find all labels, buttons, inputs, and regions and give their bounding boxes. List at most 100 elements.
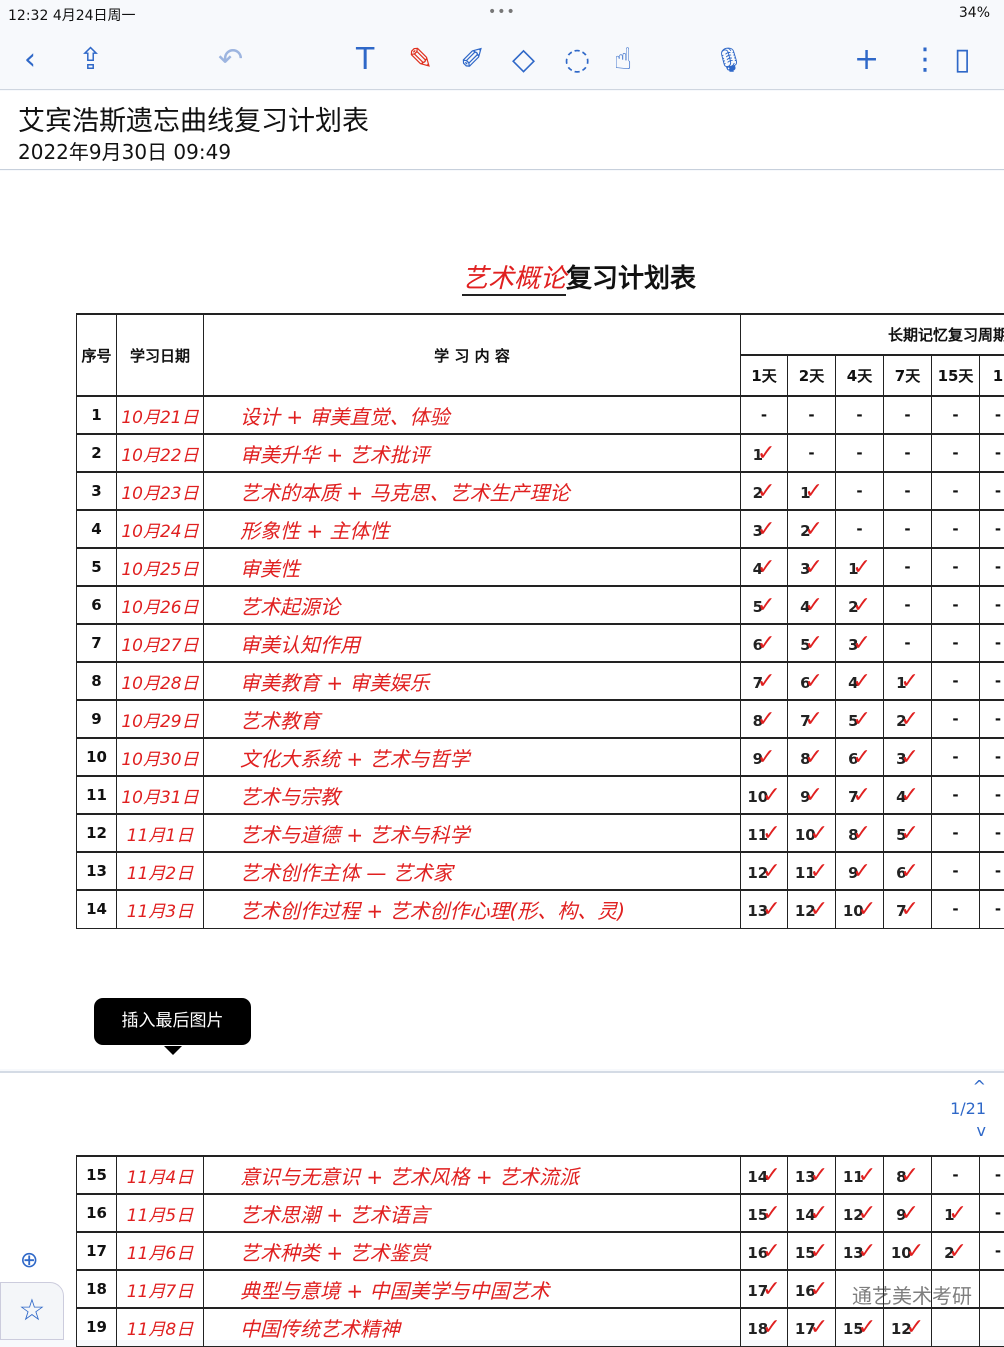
- review-cell: 10: [788, 814, 836, 852]
- review-cell: -: [741, 396, 788, 434]
- multitask-dots[interactable]: •••: [488, 4, 516, 20]
- row-number: 13: [77, 852, 117, 890]
- header-day: 7天: [884, 355, 932, 396]
- study-date: 10月25日: [117, 548, 204, 586]
- lasso-icon[interactable]: ◌: [564, 42, 590, 78]
- back-icon[interactable]: ‹: [24, 42, 36, 78]
- row-number: 14: [77, 890, 117, 928]
- review-cell: 9: [741, 738, 788, 776]
- review-cell: -: [836, 472, 884, 510]
- review-cell: 5: [836, 700, 884, 738]
- review-cell: -: [884, 510, 932, 548]
- review-cell: -: [980, 738, 1004, 776]
- review-cell: [980, 1308, 1004, 1346]
- study-content: 艺术教育: [204, 700, 741, 738]
- review-cell: -: [980, 814, 1004, 852]
- review-cell: 16: [741, 1232, 788, 1270]
- review-cell: 11: [836, 1156, 884, 1194]
- review-cell: 13: [788, 1156, 836, 1194]
- review-cell: -: [932, 396, 980, 434]
- review-cell: 12: [741, 852, 788, 890]
- undo-icon[interactable]: ↶: [218, 42, 243, 78]
- text-tool-icon[interactable]: T: [356, 42, 374, 78]
- row-number: 5: [77, 548, 117, 586]
- review-cell: 4: [836, 662, 884, 700]
- row-number: 19: [77, 1308, 117, 1346]
- review-cell: 5: [788, 624, 836, 662]
- review-cell: -: [980, 890, 1004, 928]
- pages-icon[interactable]: ▯: [954, 42, 971, 78]
- row-number: 16: [77, 1194, 117, 1232]
- note-title[interactable]: 艾宾浩斯遗忘曲线复习计划表: [18, 99, 369, 138]
- note-header: 艾宾浩斯遗忘曲线复习计划表 2022年9月30日 09:49: [0, 91, 1004, 170]
- status-time: 12:32 4月24日周一: [8, 5, 136, 25]
- review-cell: -: [980, 1232, 1004, 1270]
- header-day: 15天: [932, 355, 980, 396]
- review-cell: 15: [788, 1232, 836, 1270]
- review-cell: -: [980, 396, 1004, 434]
- review-cell: 3: [788, 548, 836, 586]
- review-cell: -: [980, 472, 1004, 510]
- study-date: 10月30日: [117, 738, 204, 776]
- review-cell: 8: [884, 1156, 932, 1194]
- table-row: 1911月8日中国传统艺术精神18171512: [77, 1308, 1004, 1346]
- row-number: 12: [77, 814, 117, 852]
- microphone-icon[interactable]: 🎙: [714, 42, 744, 78]
- review-cell: 7: [836, 776, 884, 814]
- hand-icon[interactable]: ☝: [614, 42, 632, 78]
- study-date: 10月21日: [117, 396, 204, 434]
- header-day: 1: [980, 355, 1004, 396]
- review-cell: -: [980, 434, 1004, 472]
- review-cell: -: [932, 1156, 980, 1194]
- eraser-icon[interactable]: ◇: [512, 42, 535, 78]
- pen-tool-icon[interactable]: ✎: [408, 42, 433, 78]
- review-cell: -: [788, 396, 836, 434]
- scroll-down-icon[interactable]: v: [977, 1122, 986, 1140]
- review-cell: 2: [788, 510, 836, 548]
- review-cell: 13: [836, 1232, 884, 1270]
- review-cell: 17: [741, 1270, 788, 1308]
- row-number: 2: [77, 434, 117, 472]
- review-cell: 4: [788, 586, 836, 624]
- review-cell: -: [980, 662, 1004, 700]
- highlighter-icon[interactable]: ✐: [460, 42, 485, 78]
- review-cell: 2: [741, 472, 788, 510]
- review-cell: 17: [788, 1308, 836, 1346]
- review-cell: 16: [788, 1270, 836, 1308]
- scroll-up-icon[interactable]: ^: [973, 1078, 986, 1096]
- review-cell: 3: [884, 738, 932, 776]
- study-content: 意识与无意识 + 艺术风格 + 艺术流派: [204, 1156, 741, 1194]
- insert-last-image-tooltip[interactable]: 插入最后图片: [94, 998, 251, 1045]
- review-cell: 6: [788, 662, 836, 700]
- study-content: 设计 + 审美直觉、体验: [204, 396, 741, 434]
- add-icon[interactable]: +: [854, 42, 879, 78]
- review-cell: -: [932, 548, 980, 586]
- header-date: 学习日期: [117, 314, 204, 396]
- review-cell: -: [836, 510, 884, 548]
- review-cell: 15: [836, 1308, 884, 1346]
- table-row: 710月27日审美认知作用653---: [77, 624, 1004, 662]
- review-cell: 1: [932, 1194, 980, 1232]
- review-cell: 8: [741, 700, 788, 738]
- review-cell: 2: [836, 586, 884, 624]
- row-number: 1: [77, 396, 117, 434]
- share-icon[interactable]: ⇪: [78, 42, 103, 78]
- more-icon[interactable]: ⋮: [910, 42, 940, 78]
- favorite-star-icon[interactable]: ☆: [0, 1282, 64, 1340]
- review-cell: 9: [884, 1194, 932, 1232]
- review-cell: 12: [836, 1194, 884, 1232]
- zoom-icon[interactable]: ⊕: [20, 1248, 38, 1273]
- review-cell: 4: [884, 776, 932, 814]
- review-cell: 9: [836, 852, 884, 890]
- review-cell: 1: [788, 472, 836, 510]
- header-day: 2天: [788, 355, 836, 396]
- review-cell: -: [932, 700, 980, 738]
- review-cell: -: [884, 434, 932, 472]
- review-cell: -: [884, 624, 932, 662]
- study-content: 艺术起源论: [204, 586, 741, 624]
- review-cell: -: [980, 700, 1004, 738]
